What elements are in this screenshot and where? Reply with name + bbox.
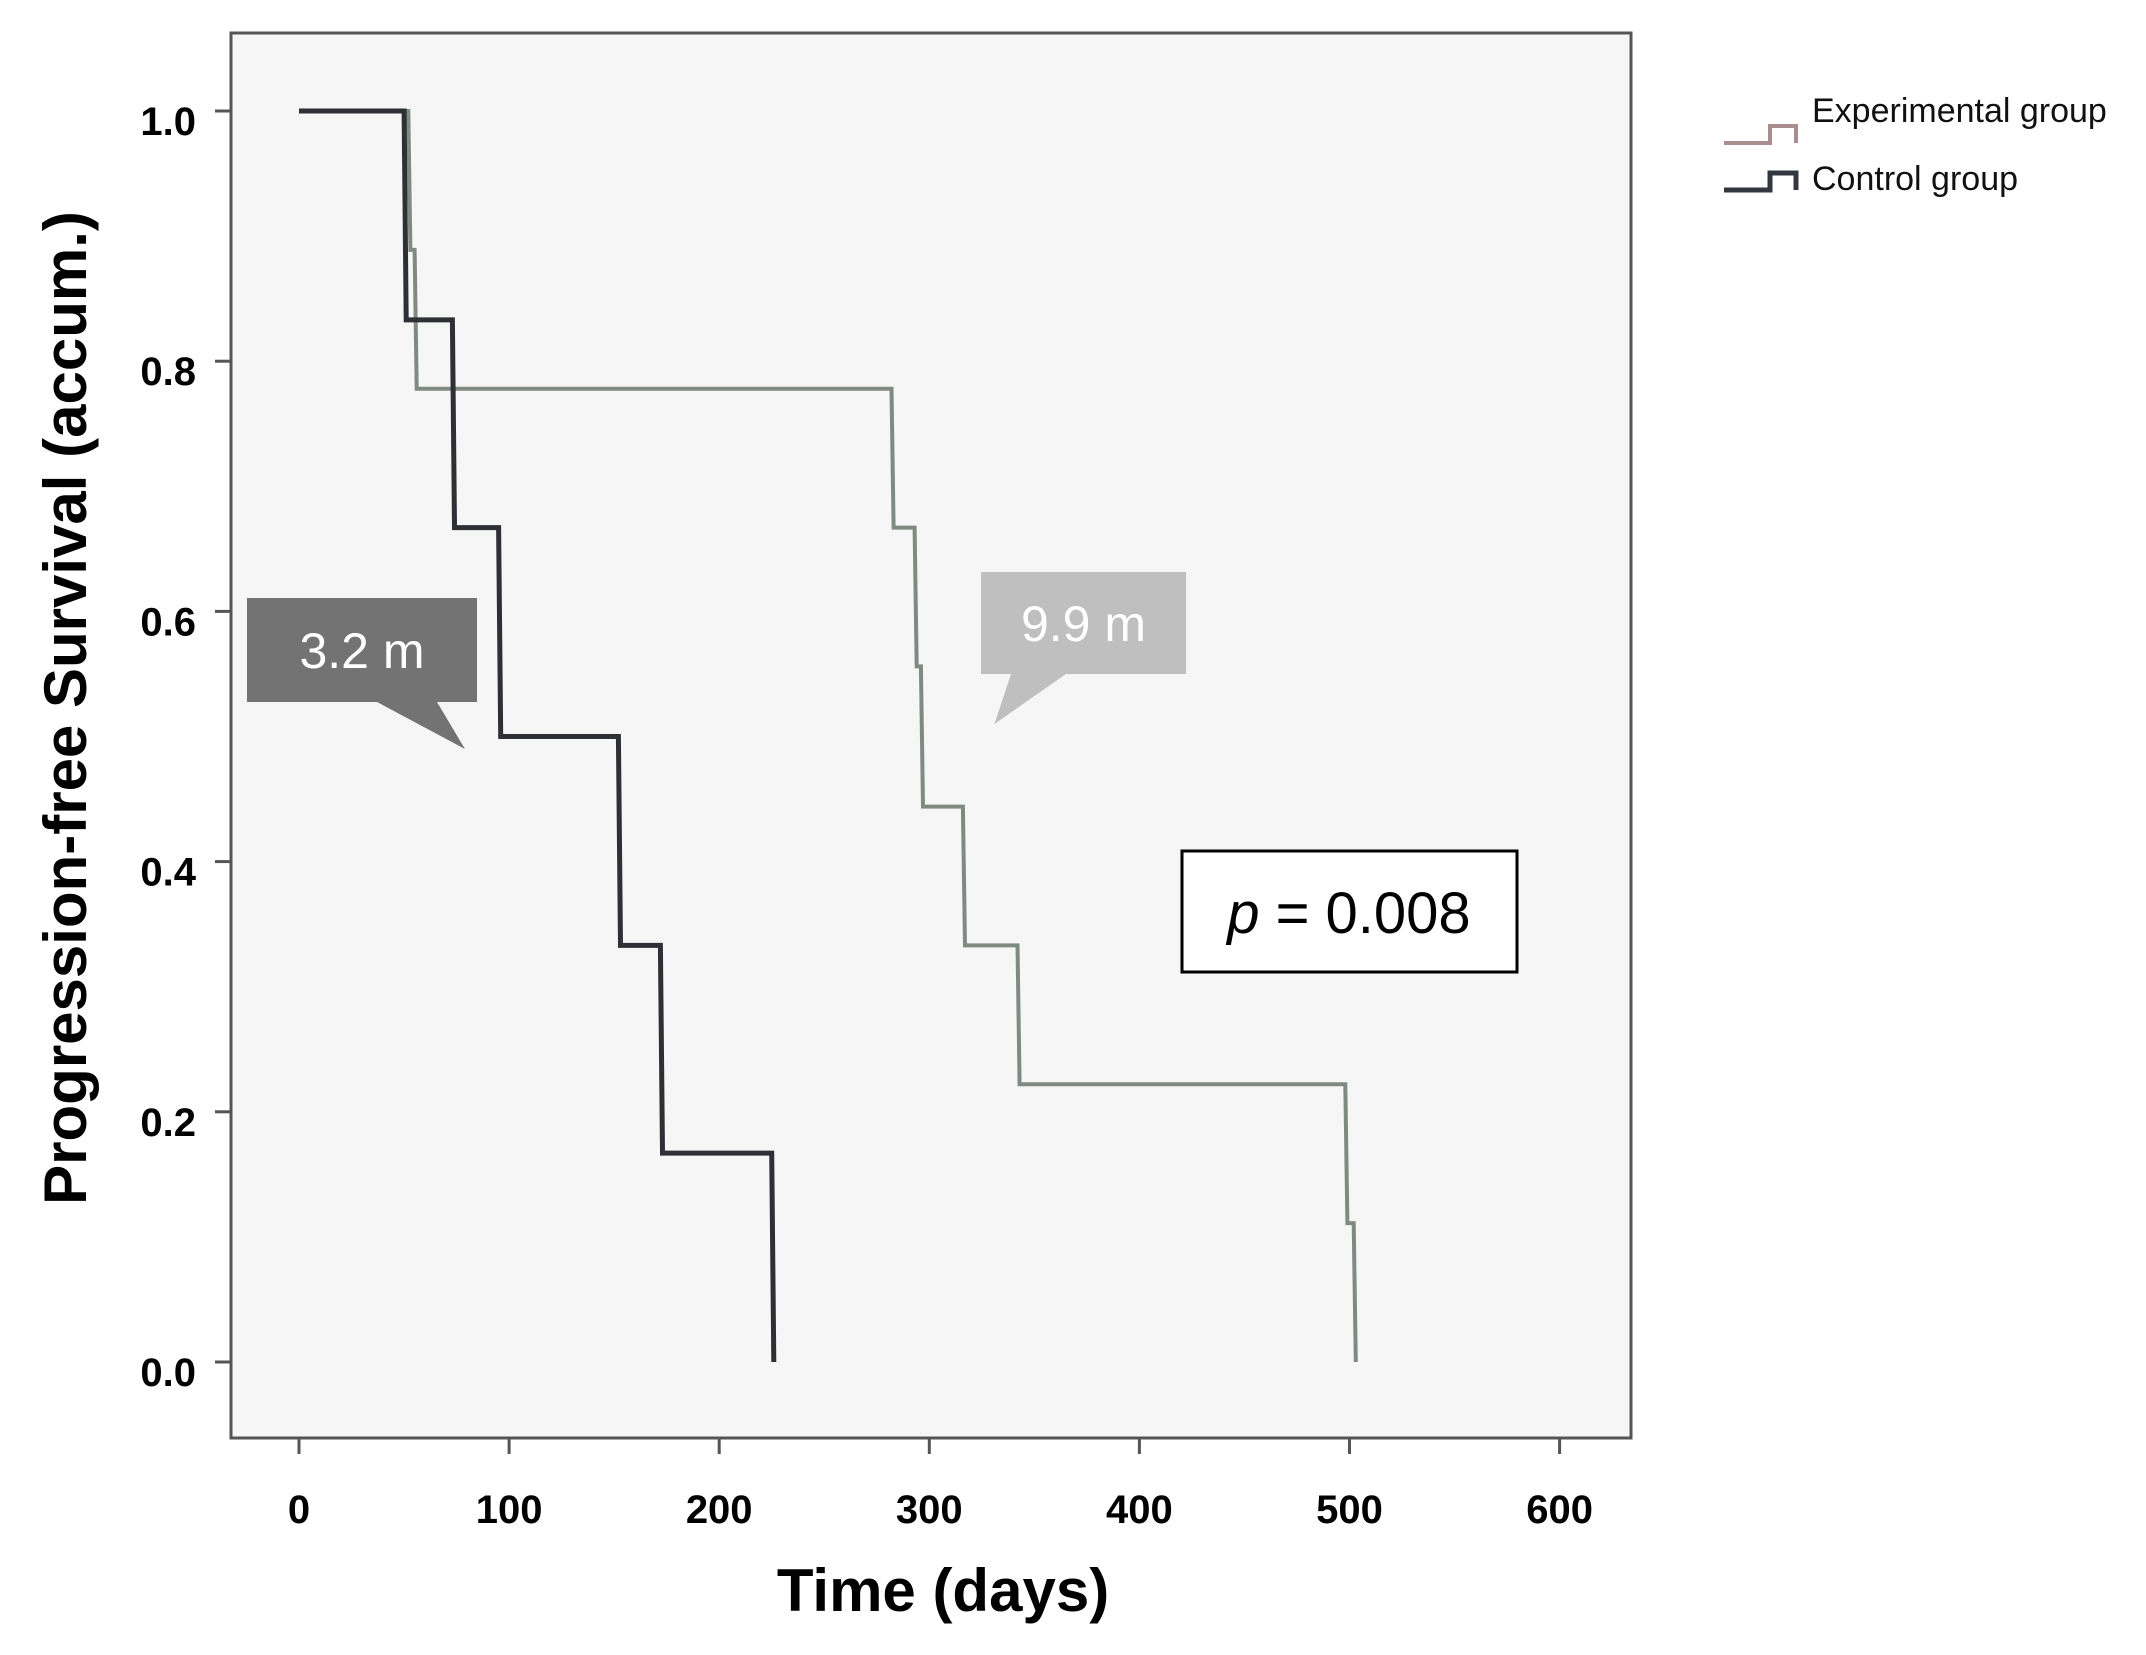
annotations: 3.2 m 9.9 m [247, 572, 1186, 750]
x-tick-label: 600 [1526, 1488, 1593, 1532]
p-value-box: p = 0.008 [1180, 849, 1519, 974]
y-tick-label: 0.2 [140, 1101, 196, 1145]
legend: Experimental group Control group [1724, 92, 2107, 198]
svg-text:p= 0.008: p = 0.008 [1225, 881, 1470, 946]
plot-area [229, 31, 1633, 1440]
callout-label: 3.2 m [299, 623, 424, 679]
x-tick-label: 300 [896, 1488, 963, 1532]
callout-pointer [994, 674, 1066, 724]
callout-2: 9.9 m [981, 572, 1186, 724]
legend-swatch-experimental [1724, 124, 1798, 145]
x-axis-title: Time (days) [777, 1557, 1109, 1624]
y-axis-ticks: 0.0 0.2 0.4 0.6 0.8 1.0 [140, 100, 231, 1395]
x-tick-label: 0 [288, 1488, 310, 1532]
x-tick-label: 100 [476, 1488, 543, 1532]
callout-label: 9.9 m [1021, 596, 1146, 652]
y-tick-label: 0.8 [140, 350, 196, 394]
legend-label-control: Control group [1812, 160, 2018, 198]
y-tick-label: 0.4 [140, 851, 196, 895]
x-tick-label: 400 [1106, 1488, 1173, 1532]
x-tick-label: 200 [686, 1488, 753, 1532]
callout-box [247, 598, 477, 702]
y-tick-label: 0.0 [140, 1351, 196, 1395]
callout-pointer [377, 702, 465, 750]
series-line-experimental-group [299, 109, 1358, 1363]
legend-swatch-control [1724, 170, 1799, 193]
x-tick-label: 500 [1316, 1488, 1383, 1532]
x-axis-ticks: 0 100 200 300 400 500 600 [288, 1438, 1593, 1532]
series-line-control-group [299, 108, 777, 1363]
y-tick-label: 0.6 [140, 600, 196, 644]
series-lines [299, 108, 1358, 1363]
p-value-symbol: p [1225, 881, 1259, 946]
y-axis-title: Progression-free Survival (accum.) [32, 211, 99, 1205]
y-tick-label: 1.0 [140, 100, 196, 144]
callout-box [981, 572, 1186, 674]
p-value-text: = 0.008 [1276, 881, 1471, 946]
legend-label-experimental: Experimental group [1812, 92, 2107, 130]
callout-1: 3.2 m [247, 598, 477, 750]
